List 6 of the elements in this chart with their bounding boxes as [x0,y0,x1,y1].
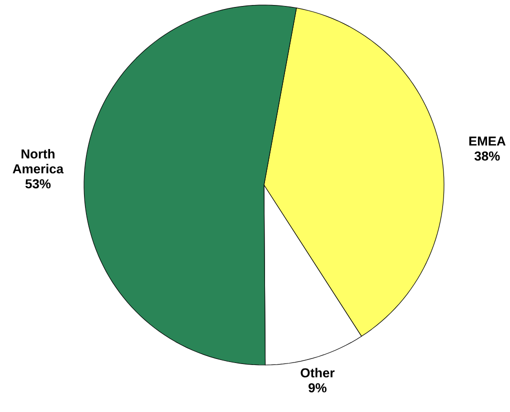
slice-label: Other [300,368,335,378]
slice-label: North America [12,148,64,174]
data-label: 9% [308,383,326,392]
slice-label: EMEA [469,136,506,146]
data-label: 53% [25,179,51,188]
data-label: 38% [474,151,500,161]
